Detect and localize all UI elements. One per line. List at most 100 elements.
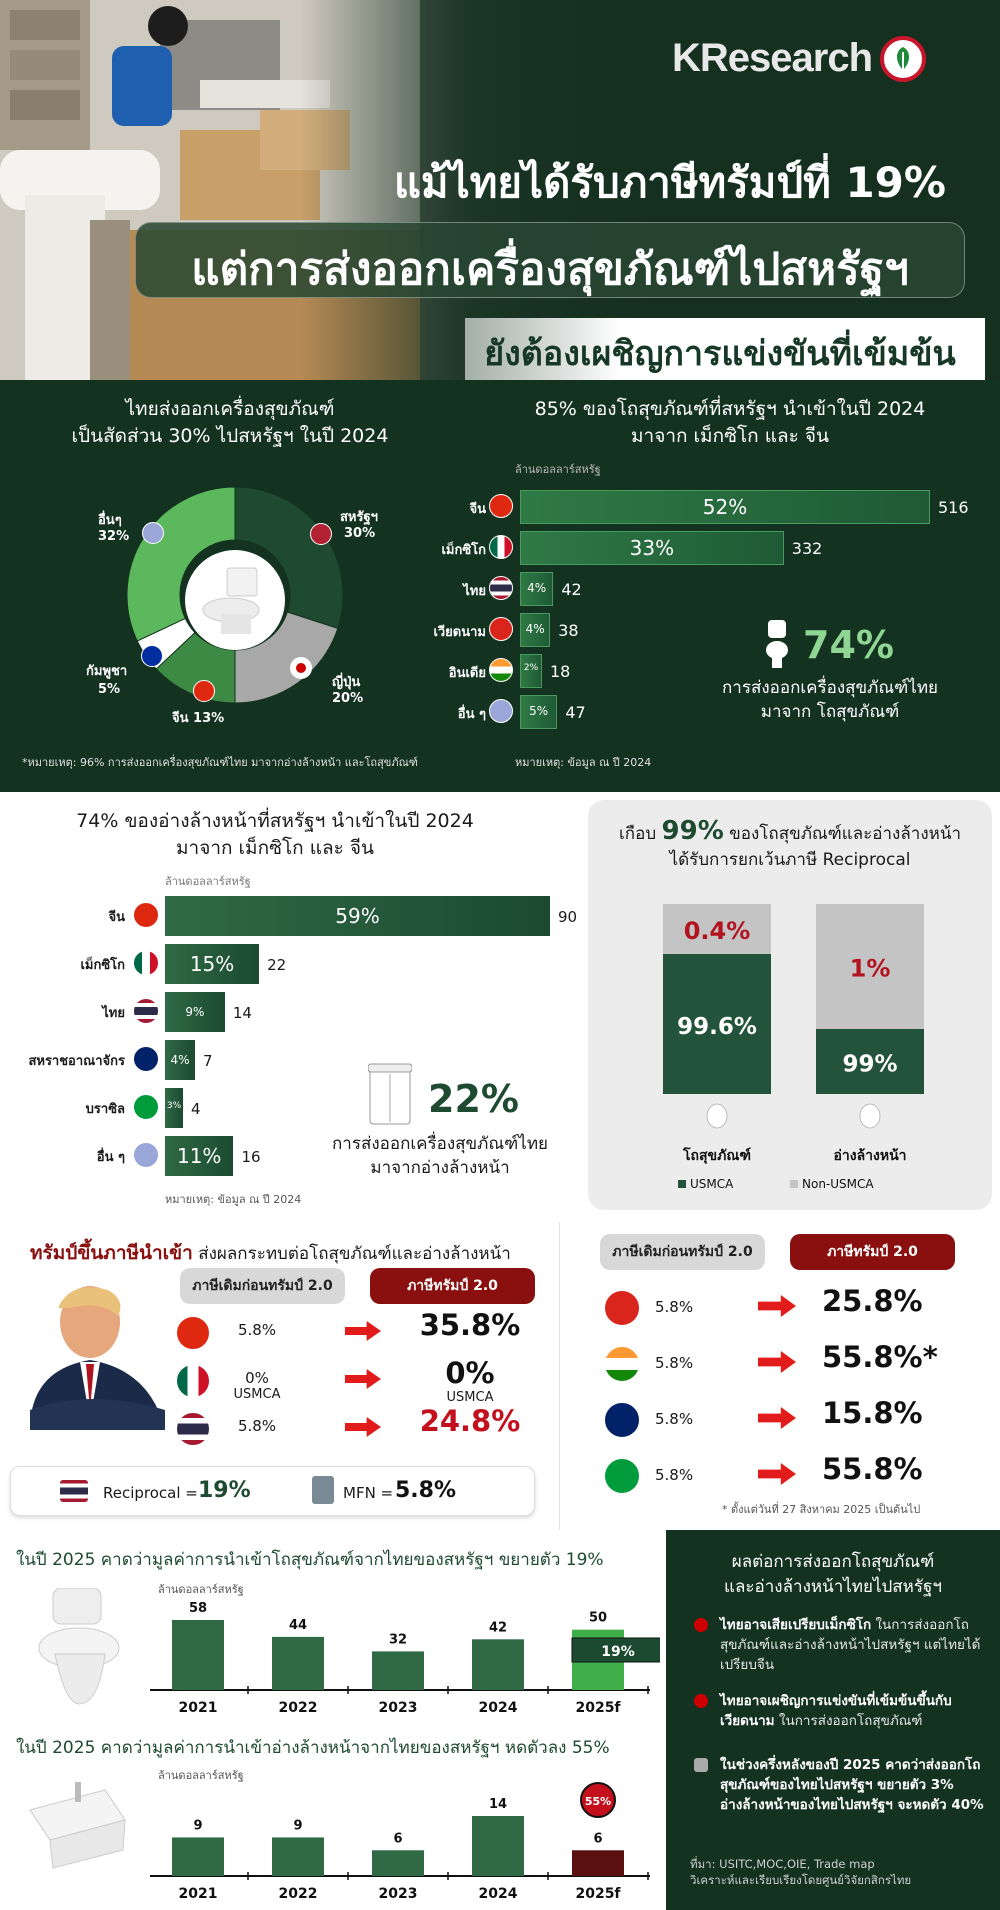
source-line1: ที่มา: USITC,MOC,OIE, Trade map <box>690 1857 875 1871</box>
globe-flag-icon <box>133 1142 159 1168</box>
hero-title-line3: ยังต้องเผชิญการแข่งขันที่เข้มข้น <box>484 334 956 374</box>
share-title-line2: เป็นสัดส่วน 30% ไปสหรัฐฯ ในปี 2024 <box>71 425 389 447</box>
arrow-icon <box>758 1407 796 1429</box>
trump-portrait <box>30 1286 165 1430</box>
stacked-category-label: อ่างล้างหน้า <box>833 1148 906 1164</box>
thailand-flag-icon <box>489 576 513 600</box>
uk-flag-icon <box>133 1046 159 1072</box>
non-usmca-label: 0.4% <box>684 917 751 945</box>
china-flag-icon <box>193 680 215 702</box>
toilet-unit-label: ล้านดอลลาร์สหรัฐ <box>515 463 601 476</box>
bullet-icon <box>694 1694 708 1708</box>
tariff-title: ทรัมป์ขึ้นภาษีนำเข้า ส่งผลกระทบต่อโถสุขภ… <box>30 1238 511 1268</box>
basin-title-line2: มาจาก เม็กซิโก และ จีน <box>176 837 374 859</box>
basin-bar <box>165 1136 234 1176</box>
kresearch-logo: KResearch <box>672 36 873 80</box>
tariff-section: ทรัมป์ขึ้นภาษีนำเข้า ส่งผลกระทบต่อโถสุขภ… <box>0 1222 1000 1530</box>
toilet-bar-value: 516 <box>938 498 969 517</box>
forecast-bar <box>272 1636 324 1690</box>
legend-swatch <box>678 1180 686 1188</box>
toilet-bar-value: 38 <box>558 621 579 640</box>
effects-title: ผลต่อการส่งออกโถสุขภัณฑ์ และอ่างล้างหน้า… <box>666 1550 1000 1600</box>
bullet-icon <box>694 1618 708 1632</box>
share-title-line1: ไทยส่งออกเครื่องสุขภัณฑ์ <box>125 398 335 420</box>
exemption-card: เกือบ 99% ของโถสุขภัณฑ์และอ่างล้างหน้า ไ… <box>588 800 992 1210</box>
usa-flag-icon <box>310 523 332 545</box>
basin-share-highlight: 22% <box>428 1077 519 1121</box>
basin-category-label: อื่น ๆ <box>96 1150 125 1165</box>
tariff-title-highlight: ทรัมป์ขึ้นภาษีนำเข้า <box>30 1242 193 1264</box>
source-line2: วิเคราะห์และเรียบเรียงโดยศูนย์วิจัยกสิกร… <box>690 1873 912 1887</box>
toilet-category-label: อื่น ๆ <box>457 707 486 722</box>
effect-3-bold: ในช่วงครึ่งหลังของปี 2025 คาดว่าส่งออกโถ… <box>720 1757 984 1813</box>
toilet-bar-share: 5% <box>529 704 549 718</box>
hero-banner: KResearch แม้ไทยได้รับภาษีทรัมป์ที่ 19% … <box>0 0 1000 380</box>
tariff-before-value: 5.8% <box>237 1417 277 1435</box>
label-japan: ญี่ปุ่น 20% <box>332 675 364 706</box>
basin-bar-share: 15% <box>189 952 235 976</box>
forecast-year-label: 2024 <box>479 1886 518 1902</box>
calculator-icon <box>312 1476 334 1504</box>
basin-bar-share: 9% <box>185 1005 205 1019</box>
brazil-flag-icon <box>604 1458 640 1494</box>
usmca-label: 99% <box>842 1052 897 1078</box>
toilet-bar-share: 33% <box>629 536 675 560</box>
toilet-bar <box>520 613 551 647</box>
arrow-icon <box>758 1463 796 1485</box>
forecast-year-label: 2025f <box>575 1700 621 1716</box>
exemption-title-rest: ของโถสุขภัณฑ์และอ่างล้างหน้า <box>729 824 961 844</box>
cambodia-flag-icon <box>141 645 163 667</box>
china-flag-icon <box>176 1316 210 1350</box>
vanity-basin-icon <box>368 1063 412 1125</box>
forecast-bar <box>172 1620 224 1690</box>
tariff-after-value: 25.8% <box>822 1284 923 1318</box>
toilet-caption-line1: การส่งออกเครื่องสุขภัณฑ์ไทย <box>722 678 938 698</box>
vietnam-flag-icon <box>604 1290 640 1326</box>
forecast-year-label: 2023 <box>379 1700 418 1716</box>
forecast-year-label: 2022 <box>279 1700 318 1716</box>
toilet-bar-share: 52% <box>702 495 748 519</box>
tariff-before-value: 5.8% <box>655 1354 694 1372</box>
non-usmca-segment <box>663 904 771 954</box>
basin-import-title: 74% ของอ่างล้างหน้าที่สหรัฐฯ นำเข้าในปี … <box>50 808 500 862</box>
forecast-bar-value: 6 <box>593 1831 602 1846</box>
tariff-rate-summary <box>10 1466 535 1516</box>
india-flag-icon <box>604 1346 640 1382</box>
basin-category-label: บราซิล <box>85 1102 125 1117</box>
basin-bar <box>165 992 225 1032</box>
tariff-after-value: 35.8% <box>419 1308 521 1342</box>
forecast-bar <box>372 1651 424 1690</box>
toilet-share-highlight: 74% <box>803 623 894 667</box>
export-share-section: ไทยส่งออกเครื่องสุขภัณฑ์ เป็นสัดส่วน 30%… <box>0 380 1000 792</box>
tariff-after-value: 15.8% <box>822 1396 923 1430</box>
toilet-category-label: ไทย <box>463 584 486 599</box>
basin-forecast-unit: ล้านดอลลาร์สหรัฐ <box>158 1769 244 1782</box>
hero-title-line1: แม้ไทยได้รับภาษีทรัมป์ที่ 19% <box>393 158 946 207</box>
share-title: ไทยส่งออกเครื่องสุขภัณฑ์ เป็นสัดส่วน 30%… <box>40 396 420 450</box>
usmca-segment <box>816 1029 924 1094</box>
toilet-bar <box>520 490 930 524</box>
basin-forecast-title: ในปี 2025 คาดว่ามูลค่าการนำเข้าอ่างล้างห… <box>16 1738 610 1758</box>
tariff-before-sub: USMCA <box>233 1387 281 1402</box>
toilet-icon <box>202 567 260 634</box>
basin-bar-value: 4 <box>191 1100 201 1118</box>
toilet-photo <box>38 1588 120 1705</box>
toilet-bar <box>520 654 542 688</box>
tariff-left-panel <box>0 1222 560 1530</box>
toilet-bar <box>520 572 554 606</box>
tariff-after-sub: USMCA <box>446 1390 494 1405</box>
tariff-before-value: 5.8% <box>655 1466 694 1484</box>
basin-caption-line1: การส่งออกเครื่องสุขภัณฑ์ไทย <box>332 1134 548 1154</box>
toilet-small-icon <box>766 620 788 668</box>
exemption-title-line2: ได้รับการยกเว้นภาษี Reciprocal <box>669 850 911 870</box>
forecast-bar <box>372 1850 424 1876</box>
label-cambodia: กัมพูชา 5% <box>86 664 128 697</box>
basin-highlight-caption: การส่งออกเครื่องสุขภัณฑ์ไทย มาจากอ่างล้า… <box>310 1132 570 1180</box>
globe-icon <box>142 522 164 544</box>
thailand-flag-icon <box>176 1412 210 1446</box>
basin-bar-share: 4% <box>170 1053 190 1067</box>
basin-bar-value: 14 <box>232 1004 252 1022</box>
forecast-bar <box>572 1850 624 1876</box>
effect-item-2: ไทยอาจเผชิญการแข่งขันที่เข้มข้นขึ้นกับเว… <box>720 1691 990 1731</box>
hero-title-box <box>135 222 965 298</box>
